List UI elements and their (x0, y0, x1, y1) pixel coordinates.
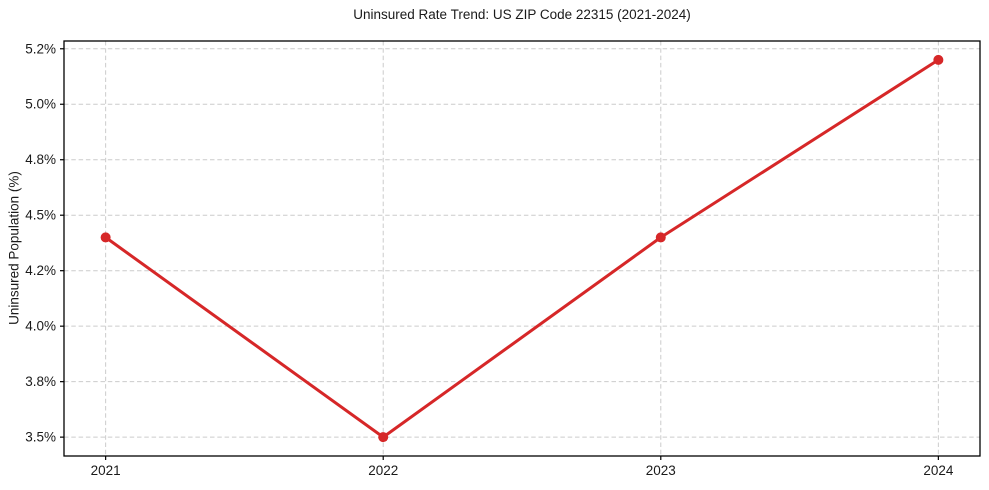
x-tick-label: 2021 (91, 463, 121, 478)
data-point-2021 (100, 232, 111, 243)
x-tick-label: 2023 (646, 463, 676, 478)
y-tick-label: 4.2% (25, 263, 56, 278)
y-tick-label: 4.5% (25, 208, 56, 223)
y-tick-label: 3.8% (25, 374, 56, 389)
chart-title: Uninsured Rate Trend: US ZIP Code 22315 … (353, 7, 691, 22)
data-point-2024 (933, 54, 944, 65)
y-tick-label: 4.8% (25, 152, 56, 167)
x-tick-label: 2022 (368, 463, 398, 478)
plot-border (63, 40, 981, 457)
data-point-2023 (655, 232, 666, 243)
y-tick-label: 5.2% (25, 41, 56, 56)
trend-line (104, 58, 940, 439)
data-point-2022 (378, 432, 389, 443)
y-tick-label: 5.0% (25, 97, 56, 112)
y-tick-label: 3.5% (25, 430, 56, 445)
y-tick-label: 4.0% (25, 319, 56, 334)
x-tick-label: 2024 (923, 463, 954, 478)
